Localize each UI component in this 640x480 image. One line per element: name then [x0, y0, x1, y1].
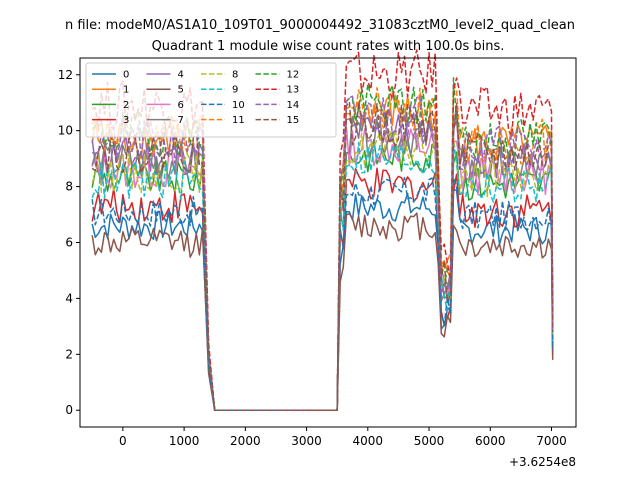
- series-line-2: [91, 138, 554, 411]
- x-tick-label: 0: [119, 434, 127, 448]
- x-tick-label: 6000: [475, 434, 506, 448]
- x-tick-label: 3000: [291, 434, 322, 448]
- legend-label-0: 0: [123, 70, 129, 81]
- y-axis: 0 2 4 6 8 10 12: [58, 68, 80, 417]
- x-axis: 0 1000 2000 3000 4000 5000 6000 7000: [119, 427, 567, 448]
- x-tick-label: 5000: [414, 434, 445, 448]
- x-tick-label: 7000: [536, 434, 567, 448]
- legend-label-1: 1: [123, 85, 129, 96]
- series-line-10: [91, 176, 554, 411]
- legend-label-11: 11: [232, 115, 245, 126]
- chart-suptitle: n file: modeM0/AS1A10_109T01_9000004492_…: [65, 18, 575, 33]
- legend-label-8: 8: [232, 70, 238, 81]
- y-tick-label: 4: [65, 291, 73, 305]
- y-tick-label: 12: [58, 68, 73, 82]
- legend-label-2: 2: [123, 100, 129, 111]
- series-line-9: [91, 141, 554, 411]
- y-tick-label: 6: [65, 236, 73, 250]
- x-tick-label: 1000: [169, 434, 200, 448]
- series-line-3: [91, 167, 554, 411]
- legend-label-14: 14: [287, 100, 300, 111]
- y-tick-label: 8: [65, 180, 73, 194]
- y-tick-label: 2: [65, 347, 73, 361]
- legend-label-9: 9: [232, 85, 238, 96]
- series-line-13: [91, 49, 554, 411]
- legend-label-15: 15: [287, 115, 300, 126]
- legend-label-13: 13: [287, 85, 300, 96]
- legend-label-3: 3: [123, 115, 129, 126]
- series-line-0: [91, 188, 554, 411]
- legend-label-10: 10: [232, 100, 245, 111]
- y-tick-label: 0: [65, 403, 73, 417]
- x-offset-label: +3.6254e8: [509, 455, 576, 469]
- x-tick-label: 4000: [353, 434, 384, 448]
- series-line-8: [91, 128, 554, 411]
- legend-label-7: 7: [178, 115, 184, 126]
- chart-title: Quadrant 1 module wise count rates with …: [152, 39, 505, 54]
- legend-box: [85, 62, 337, 138]
- legend-label-4: 4: [178, 70, 184, 81]
- legend-label-5: 5: [178, 85, 184, 96]
- x-tick-label: 2000: [230, 434, 261, 448]
- series-line-7: [91, 115, 554, 411]
- series-line-15: [91, 101, 554, 411]
- y-tick-label: 10: [58, 124, 73, 138]
- series-line-5: [91, 212, 554, 411]
- legend-label-6: 6: [178, 100, 184, 111]
- legend-label-12: 12: [287, 70, 300, 81]
